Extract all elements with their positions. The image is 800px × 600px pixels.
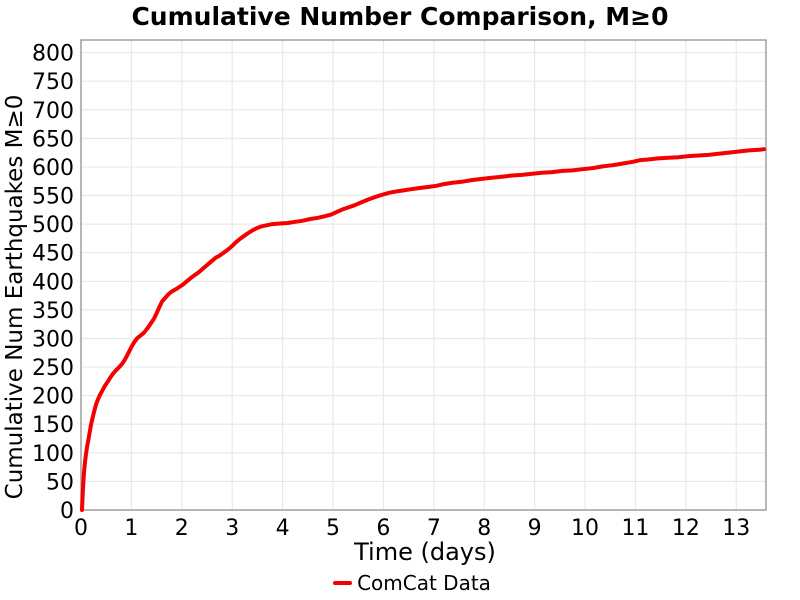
y-tick-label: 550	[32, 185, 74, 210]
y-tick-label: 650	[32, 127, 74, 152]
y-tick-label: 400	[32, 270, 74, 295]
x-axis-label: Time (days)	[354, 538, 496, 566]
y-tick-label: 750	[32, 70, 74, 95]
x-tick-label: 2	[175, 516, 189, 541]
y-tick-label: 350	[32, 299, 74, 324]
y-axis-label: Cumulative Num Earthquakes M≥0	[2, 94, 28, 500]
x-tick-label: 7	[427, 516, 441, 541]
x-tick-label: 8	[477, 516, 491, 541]
y-tick-label: 700	[32, 99, 74, 124]
x-tick-label: 11	[621, 516, 649, 541]
y-tick-label: 600	[32, 156, 74, 181]
x-tick-label: 0	[74, 516, 88, 541]
y-tick-label: 0	[60, 499, 74, 524]
y-tick-label: 250	[32, 356, 74, 381]
y-tick-label: 50	[46, 470, 74, 495]
y-tick-label: 500	[32, 213, 74, 238]
x-tick-label: 12	[672, 516, 700, 541]
chart-title: Cumulative Number Comparison, M≥0	[131, 2, 669, 31]
x-tick-label: 4	[276, 516, 290, 541]
y-tick-label: 200	[32, 385, 74, 410]
plot-border	[80, 39, 767, 511]
x-tick-label: 1	[124, 516, 138, 541]
y-tick-label: 800	[32, 42, 74, 67]
y-tick-label: 100	[32, 442, 74, 467]
x-tick-label: 6	[376, 516, 390, 541]
x-tick-label: 13	[722, 516, 750, 541]
legend: ComCat Data	[0, 571, 800, 595]
y-tick-label: 150	[32, 413, 74, 438]
legend-line-swatch	[333, 581, 353, 585]
legend-label: ComCat Data	[357, 571, 491, 595]
legend-entry-comcat: ComCat Data	[333, 571, 491, 595]
x-tick-label: 5	[326, 516, 340, 541]
y-tick-label: 450	[32, 242, 74, 267]
y-tick-label: 300	[32, 327, 74, 352]
x-tick-label: 3	[225, 516, 239, 541]
x-tick-label: 9	[528, 516, 542, 541]
series-line-comcat	[80, 147, 766, 512]
x-tick-label: 10	[571, 516, 599, 541]
